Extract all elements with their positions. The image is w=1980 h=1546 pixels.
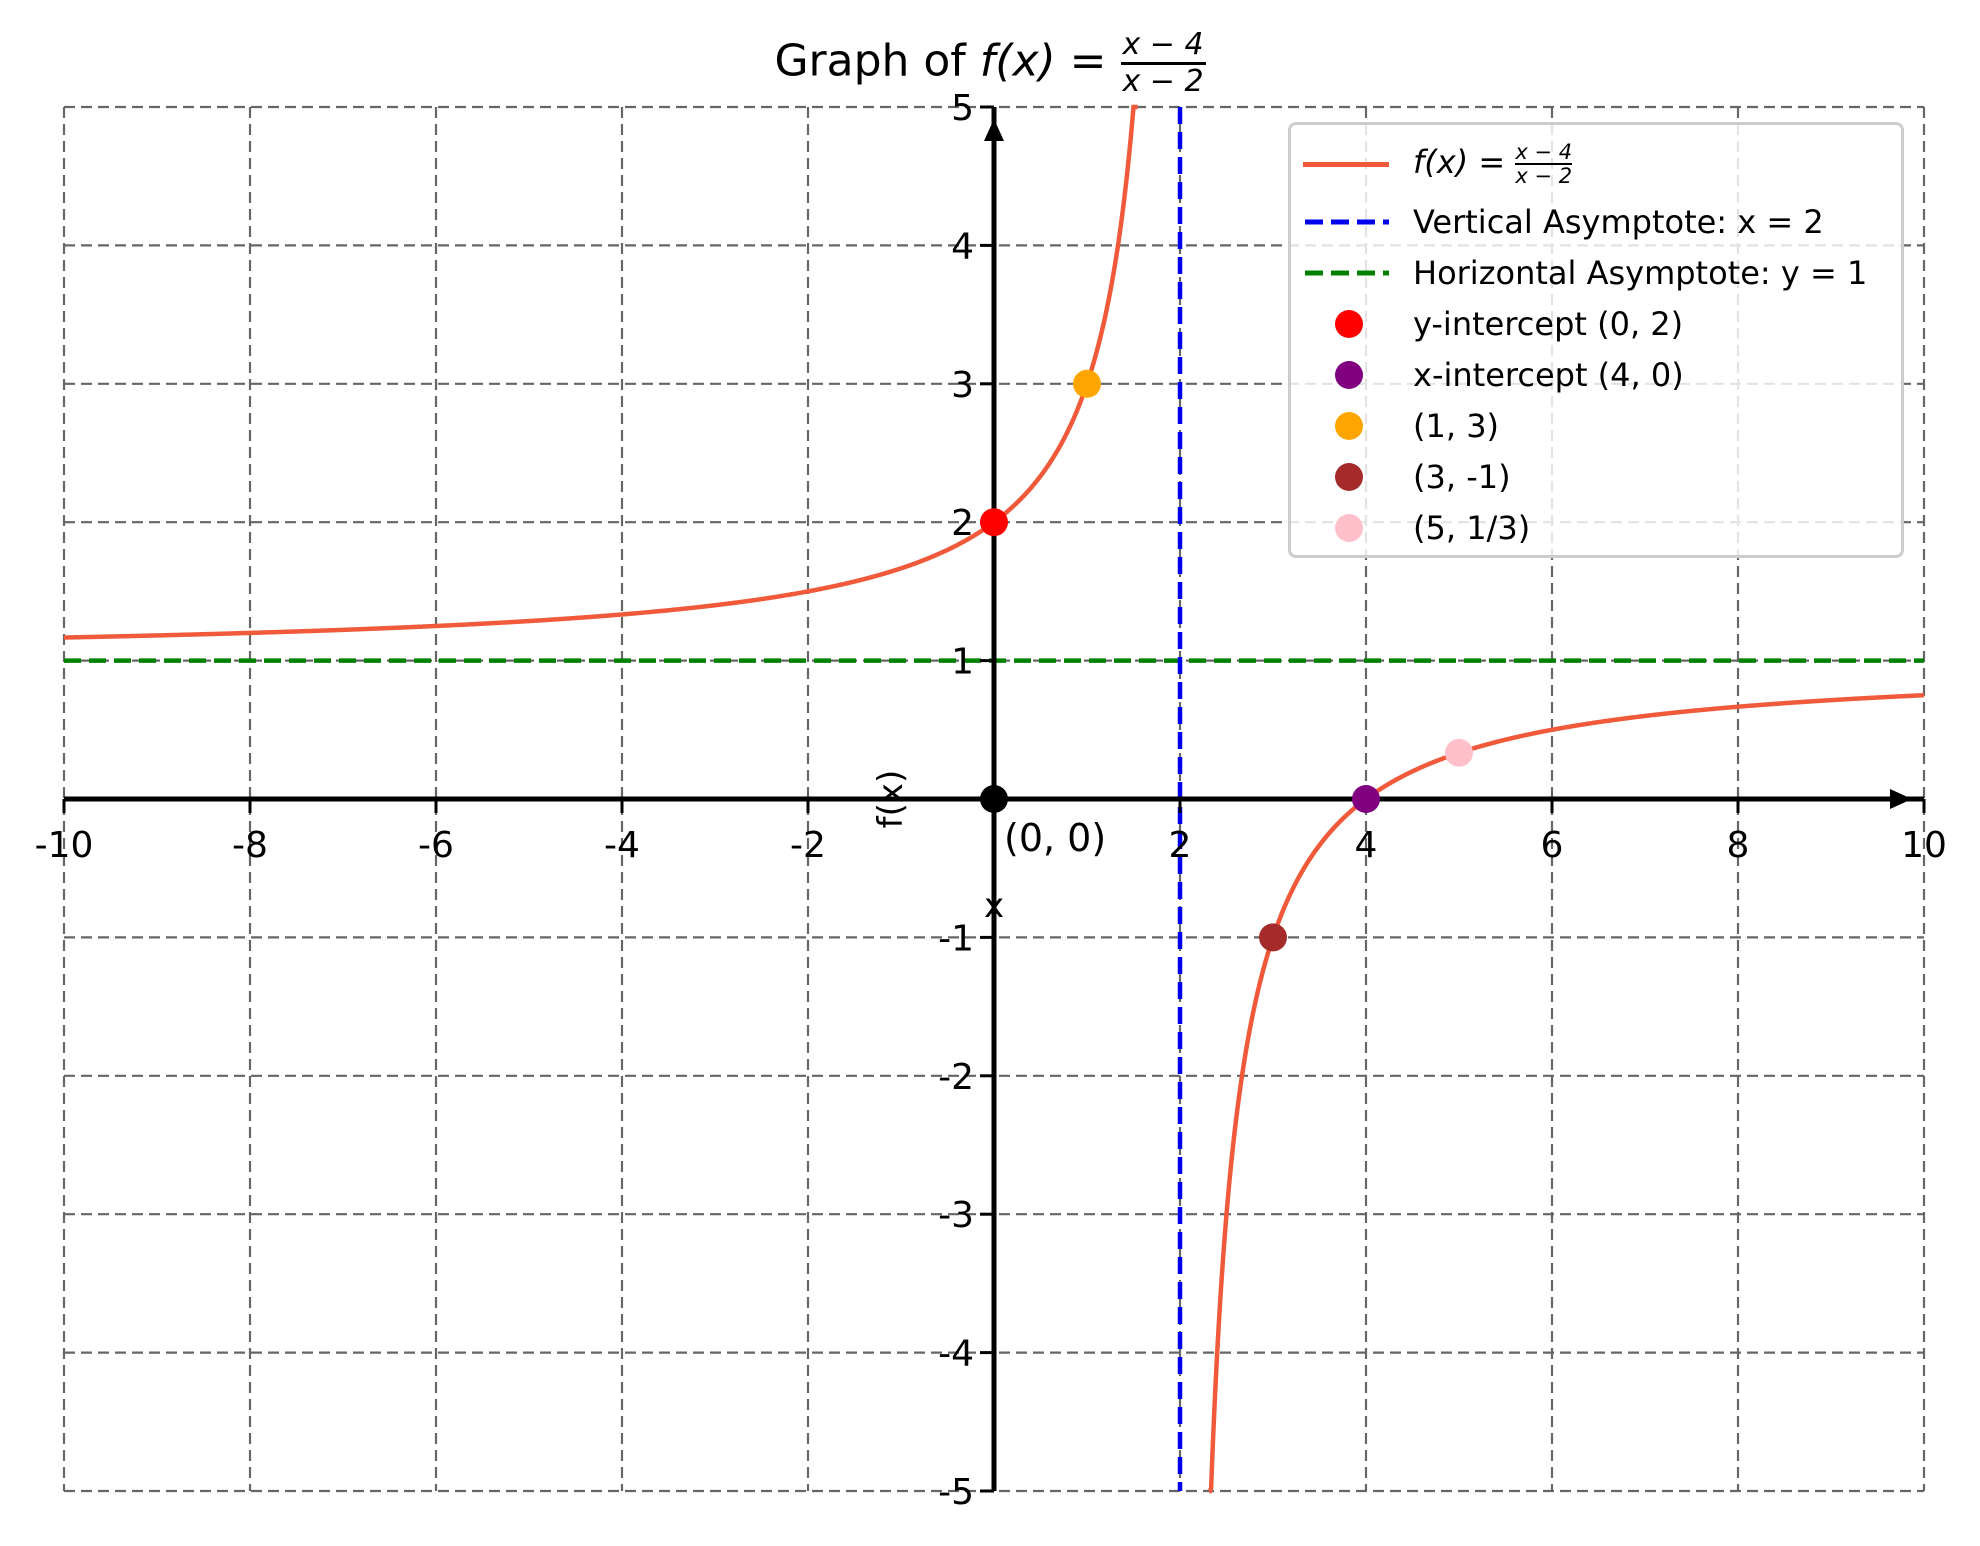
dashed-line-swatch-icon [1303, 207, 1389, 237]
dot-swatch-icon [1303, 411, 1389, 441]
x-tick-label: -2 [790, 825, 826, 866]
dot-swatch-icon [1303, 462, 1389, 492]
dot-swatch-icon [1303, 360, 1389, 390]
legend-label: x-intercept (4, 0) [1413, 356, 1684, 394]
legend-label: y-intercept (0, 2) [1413, 305, 1684, 343]
x-tick-label: 10 [1901, 825, 1947, 866]
y-tick-label: 2 [951, 503, 974, 544]
data-points [980, 369, 1473, 952]
x-tick-label: -4 [604, 825, 640, 866]
y-tick-label: -5 [938, 1472, 974, 1513]
y-tick-label: 4 [951, 226, 974, 267]
x-tick-label: 4 [1355, 825, 1378, 866]
x-tick-label: -8 [232, 825, 268, 866]
chart-title-fx: f(x) = [979, 35, 1121, 87]
tick-labels: -10 -8 -6 -4 -2 2 4 6 8 10 -5 -4 -3 -2 -1 1 2 3 4 5 x f(x) [35, 88, 1947, 1513]
x-axis-label: x [984, 886, 1004, 926]
y-tick-label: 3 [951, 365, 974, 406]
dot-swatch-icon [1303, 309, 1389, 339]
curve-right-branch [1208, 692, 1925, 1494]
legend-label: Horizontal Asymptote: y = 1 [1413, 254, 1868, 292]
y-tick-label: 1 [951, 642, 974, 683]
y-tick-label: -4 [938, 1334, 974, 1375]
x-tick-label: 6 [1541, 825, 1564, 866]
dot-swatch-icon [1303, 513, 1389, 543]
legend-item-vertical-asymptote: Vertical Asymptote: x = 2 [1291, 197, 1824, 247]
line-swatch-icon [1303, 149, 1389, 179]
chart-title-prefix: Graph of [774, 35, 980, 87]
data-point-marker [1259, 923, 1287, 952]
data-point-marker [980, 508, 1008, 537]
data-point-marker [1073, 369, 1101, 398]
origin-label: (0, 0) [1004, 816, 1106, 860]
x-tick-label: -10 [35, 825, 94, 866]
x-tick-label: 2 [1169, 825, 1192, 866]
legend-label: (1, 3) [1413, 407, 1500, 445]
x-axis-arrow-icon [1890, 789, 1912, 809]
function-curve [63, 104, 1925, 1494]
legend-item-x-intercept: x-intercept (4, 0) [1291, 350, 1684, 400]
y-tick-label: -2 [938, 1057, 974, 1098]
chart-title-numerator: x − 4 [1120, 28, 1206, 65]
legend-label: (3, -1) [1413, 458, 1511, 496]
legend-label: Vertical Asymptote: x = 2 [1413, 203, 1824, 241]
x-tick-label: 8 [1727, 825, 1750, 866]
chart-title-denominator: x − 2 [1122, 64, 1204, 99]
curve-left-branch [63, 104, 1138, 640]
y-axis-arrow-icon [984, 119, 1004, 141]
y-axis-label: f(x) [871, 770, 911, 829]
data-point-marker [1352, 785, 1380, 813]
annotations: (0, 0) [980, 785, 1106, 860]
data-point-marker [1445, 738, 1473, 767]
legend-item-point-1-3: (1, 3) [1291, 401, 1499, 451]
y-tick-label: -1 [938, 918, 974, 959]
origin-marker [980, 785, 1008, 813]
y-tick-label: 5 [951, 88, 974, 129]
legend-item-point-3-neg1: (3, -1) [1291, 452, 1511, 502]
x-tick-label: -6 [418, 825, 454, 866]
legend-item-y-intercept: y-intercept (0, 2) [1291, 299, 1683, 349]
legend-item-point-5-third: (5, 1/3) [1291, 503, 1530, 553]
dashed-line-swatch-icon [1303, 258, 1389, 288]
legend-label: (5, 1/3) [1413, 509, 1531, 547]
y-tick-label: -3 [938, 1195, 974, 1236]
legend-item-horizontal-asymptote: Horizontal Asymptote: y = 1 [1291, 248, 1867, 298]
